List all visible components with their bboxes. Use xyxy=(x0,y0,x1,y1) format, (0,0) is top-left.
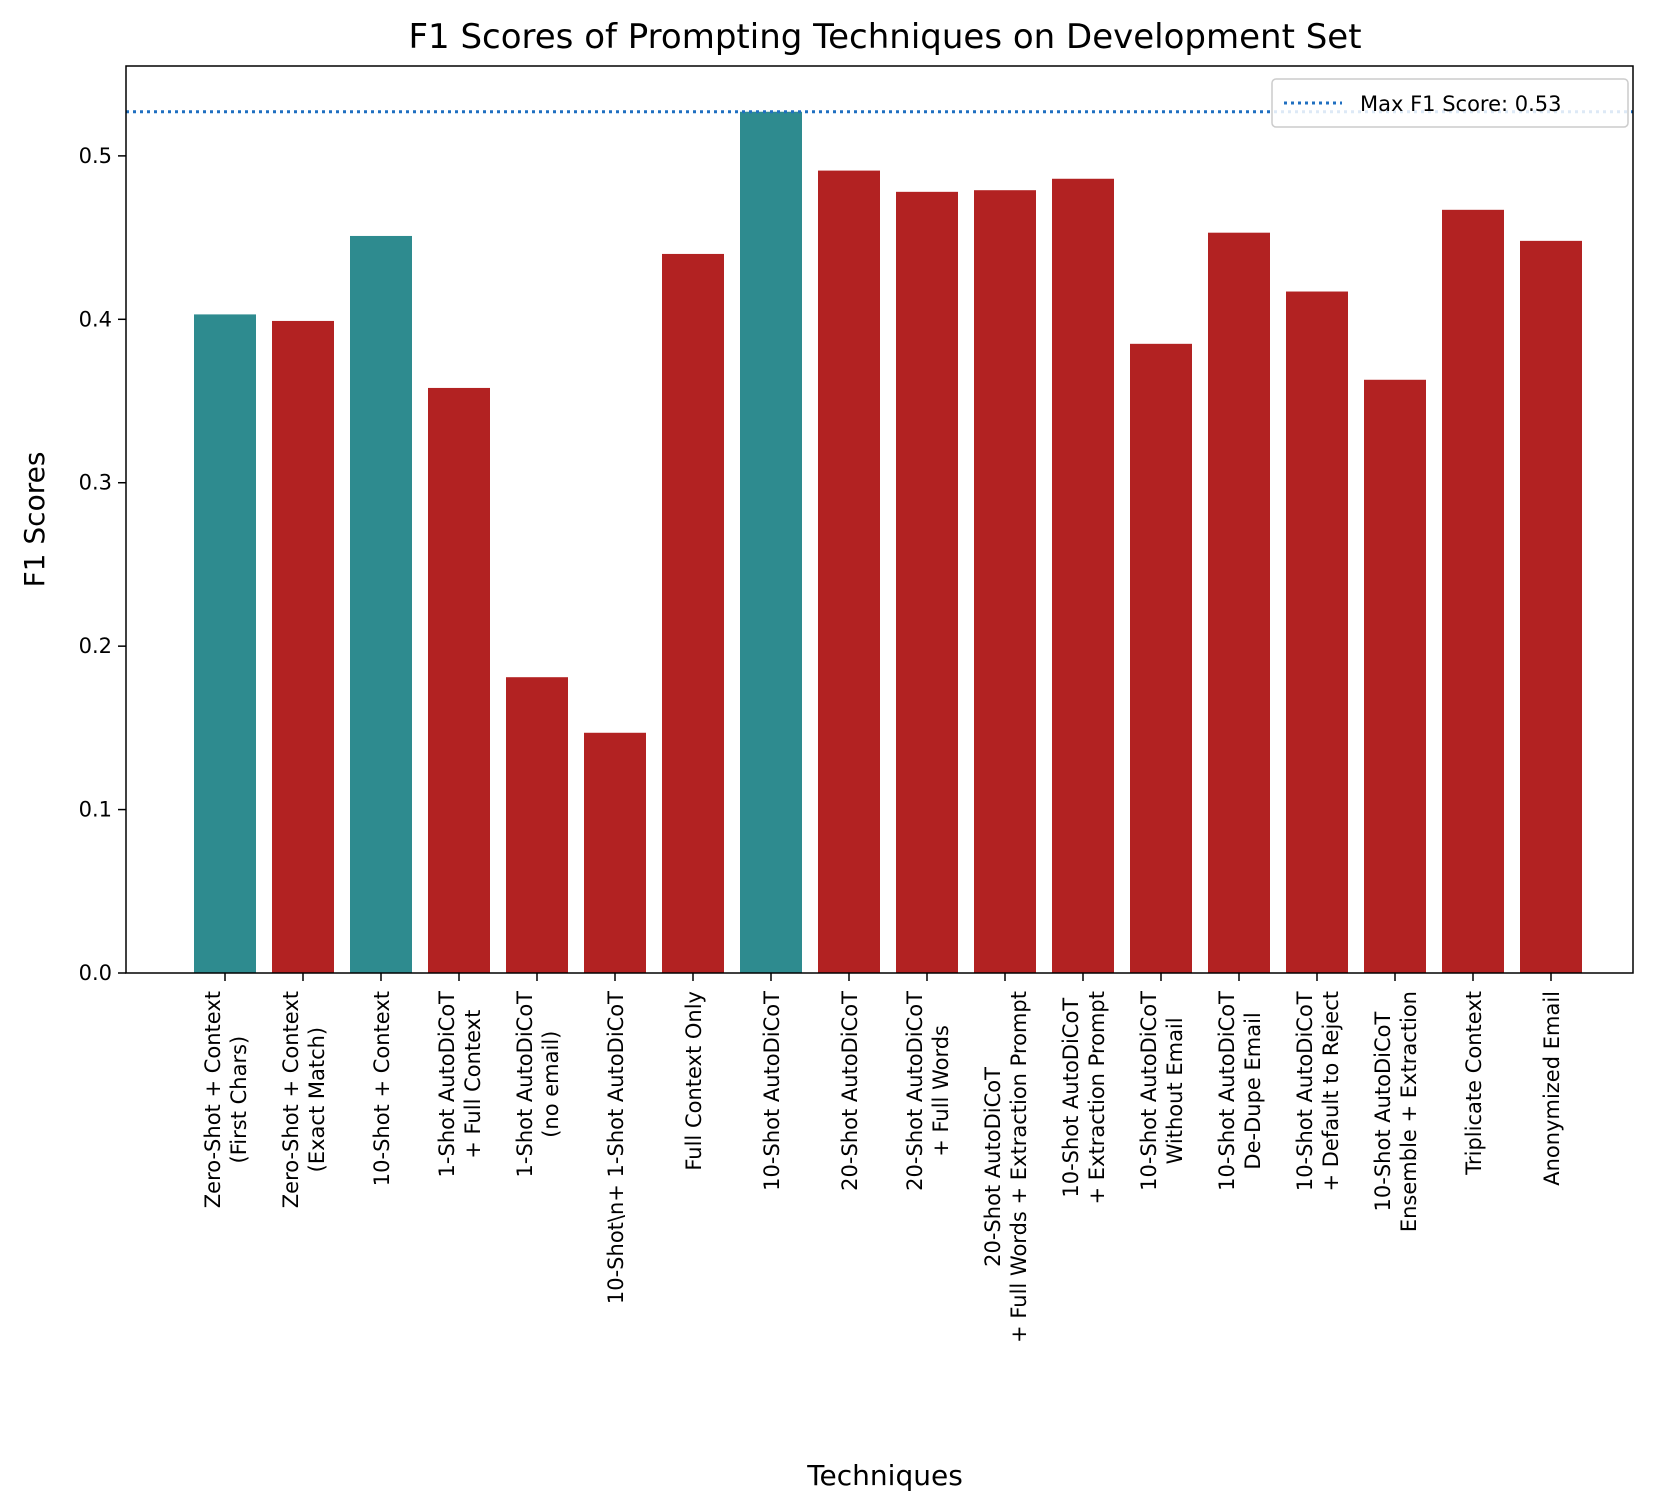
x-tick-label: 10-Shot AutoDiCoT xyxy=(760,991,784,1191)
x-tick-label-group: Zero-Shot + Context (First Chars) xyxy=(201,991,251,1208)
x-tick-label: Zero-Shot + Context xyxy=(279,991,303,1208)
x-tick-label: (First Chars) xyxy=(227,1036,251,1164)
x-axis-label: Techniques xyxy=(806,1459,963,1492)
bar xyxy=(272,320,334,973)
x-tick-label: Anonymized Email xyxy=(1540,991,1564,1186)
bar xyxy=(1286,291,1348,974)
x-tick-label-group: 10-Shot AutoDiCoT De-Dupe Email xyxy=(1215,991,1265,1191)
x-tick-label-group: 10-Shot AutoDiCoT + Extraction Prompt xyxy=(1059,991,1109,1205)
x-tick-label: + Extraction Prompt xyxy=(1085,991,1109,1205)
bar xyxy=(974,190,1036,974)
x-tick-label: De-Dupe Email xyxy=(1241,1012,1265,1169)
x-tick-label-group: Zero-Shot + Context (Exact Match) xyxy=(279,991,329,1208)
x-tick-label: + Full Context xyxy=(461,1010,485,1159)
x-tick-label-group: 1-Shot AutoDiCoT (no email) xyxy=(513,991,563,1178)
y-tick-label: 0.3 xyxy=(79,471,112,495)
chart-title: F1 Scores of Prompting Techniques on Dev… xyxy=(408,17,1361,57)
x-tick-label-group: Full Context Only xyxy=(682,991,706,1171)
x-tick-label: 10-Shot + Context xyxy=(370,991,394,1186)
x-tick-label-group: 1-Shot AutoDiCoT + Full Context xyxy=(435,991,485,1178)
bar xyxy=(350,235,412,974)
x-tick-label: 10-Shot AutoDiCoT xyxy=(1293,991,1317,1191)
x-tick-label: Full Context Only xyxy=(682,991,706,1171)
x-tick-label: 10-Shot AutoDiCoT xyxy=(1059,998,1083,1198)
bar xyxy=(1052,178,1114,974)
x-tick-label-group: Anonymized Email xyxy=(1540,991,1564,1186)
bar xyxy=(1364,379,1426,974)
x-tick-label: (no email) xyxy=(539,1031,563,1138)
x-tick-label-group: 10-Shot AutoDiCoT xyxy=(760,991,784,1191)
bar xyxy=(1130,343,1192,973)
x-tick-label: + Default to Reject xyxy=(1319,991,1343,1192)
bar xyxy=(818,170,880,973)
x-tick-label: 10-Shot AutoDiCoT xyxy=(1137,991,1161,1191)
x-tick-label-group: Triplicate Context xyxy=(1462,991,1486,1176)
bar xyxy=(584,732,646,973)
bar xyxy=(428,387,490,973)
legend: Max F1 Score: 0.53 xyxy=(1271,78,1629,128)
bar xyxy=(1442,209,1504,973)
bar xyxy=(1208,232,1270,973)
x-tick-label-group: 20-Shot AutoDiCoT + Full Words + Extracti… xyxy=(981,991,1031,1343)
y-tick-label: 0.5 xyxy=(79,144,112,168)
x-tick-label: 1-Shot AutoDiCoT xyxy=(513,991,537,1178)
x-tick-label: 1-Shot AutoDiCoT xyxy=(435,991,459,1178)
x-tick-label-group: 10-Shot AutoDiCoT Ensemble + Extraction xyxy=(1371,991,1421,1232)
x-tick-label: 20-Shot AutoDiCoT xyxy=(903,991,927,1191)
x-tick-label-group: 10-Shot AutoDiCoT Without Email xyxy=(1137,991,1187,1191)
bar xyxy=(740,111,802,974)
x-tick-label: 20-Shot AutoDiCoT xyxy=(838,991,862,1191)
y-tick-label: 0.1 xyxy=(79,798,112,822)
bar xyxy=(1520,240,1582,974)
x-tick-label-group: 10-Shot\n+ 1-Shot AutoDiCoT xyxy=(604,991,628,1304)
y-axis-label: F1 Scores xyxy=(18,452,51,588)
x-tick-label-group: 10-Shot AutoDiCoT + Default to Reject xyxy=(1293,991,1343,1192)
axes-frame xyxy=(125,65,1634,974)
x-tick-label: 10-Shot AutoDiCoT xyxy=(1371,1012,1395,1212)
x-tick-label-group: 10-Shot + Context xyxy=(370,991,394,1186)
bar xyxy=(662,253,724,973)
x-tick-label: + Full Words + Extraction Prompt xyxy=(1007,991,1031,1343)
x-tick-label: Ensemble + Extraction xyxy=(1397,991,1421,1232)
x-tick-label: (Exact Match) xyxy=(305,1027,329,1172)
bar xyxy=(194,314,256,974)
x-tick-label: 10-Shot AutoDiCoT xyxy=(1215,991,1239,1191)
y-tick-label: 0.2 xyxy=(79,634,112,658)
x-tick-label-group: 20-Shot AutoDiCoT + Full Words xyxy=(903,991,953,1191)
x-tick-label: 10-Shot\n+ 1-Shot AutoDiCoT xyxy=(604,991,628,1304)
x-tick-label: Without Email xyxy=(1163,1017,1187,1164)
bar xyxy=(506,677,568,973)
x-tick-label: 20-Shot AutoDiCoT xyxy=(981,1067,1005,1267)
bar xyxy=(896,191,958,973)
y-tick-label: 0.0 xyxy=(79,961,112,985)
x-tick-label: Triplicate Context xyxy=(1462,991,1486,1176)
legend-label: Max F1 Score: 0.53 xyxy=(1360,92,1562,116)
legend-box xyxy=(1271,78,1629,128)
x-tick-label: Zero-Shot + Context xyxy=(201,991,225,1208)
x-tick-label: + Full Words xyxy=(929,1025,953,1157)
y-tick-label: 0.4 xyxy=(79,307,112,331)
x-tick-label-group: 20-Shot AutoDiCoT xyxy=(838,991,862,1191)
